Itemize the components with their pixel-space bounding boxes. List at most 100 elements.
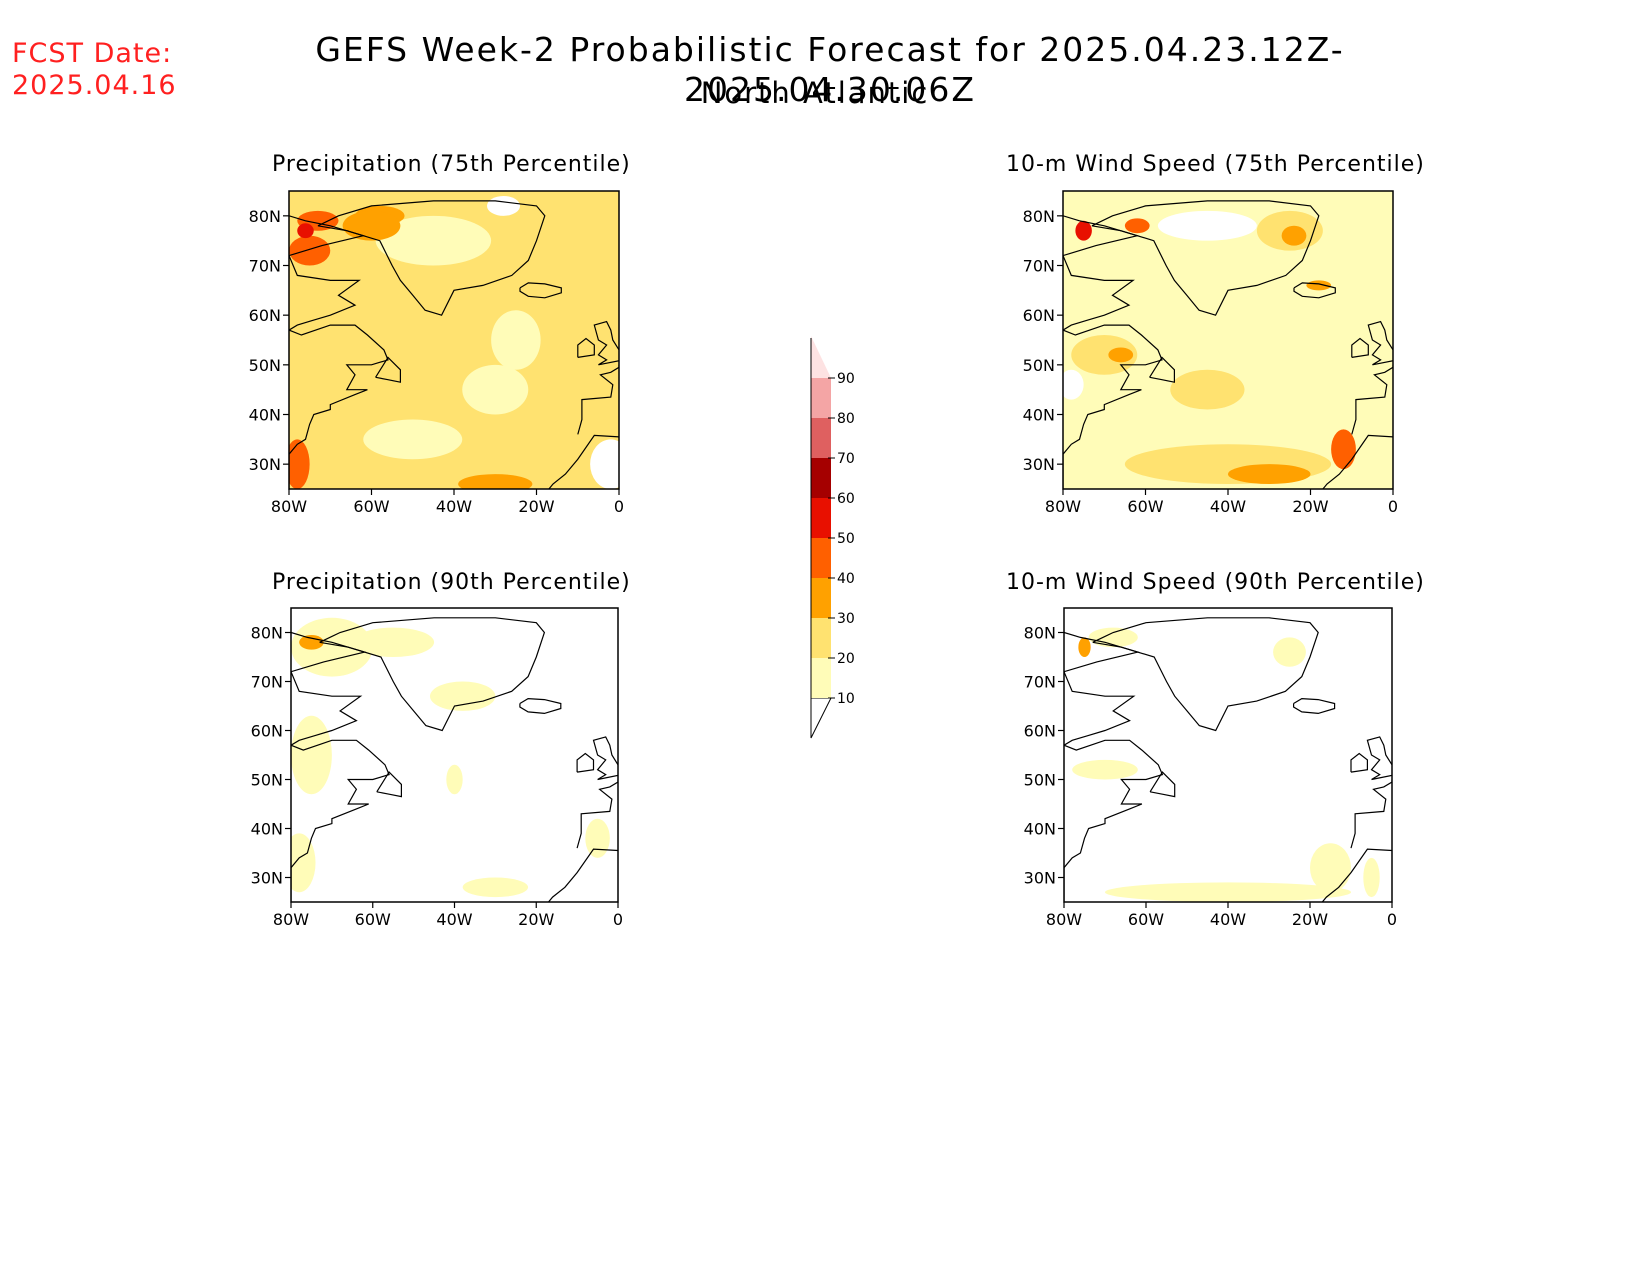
colorbar-segment xyxy=(811,618,831,658)
probability-area xyxy=(1363,857,1380,898)
coastline xyxy=(289,324,389,489)
colorbar-tick-label: 80 xyxy=(837,411,855,427)
coastline xyxy=(1149,771,1176,798)
coastline xyxy=(1351,337,1369,358)
map-title-precip-75: Precipitation (75th Percentile) xyxy=(272,152,631,177)
colorbar-segment xyxy=(811,538,831,578)
lat-tick-label: 80N xyxy=(251,624,283,643)
map-shading xyxy=(289,191,619,489)
fcst-date-label: FCST Date: 2025.04.16 xyxy=(12,38,177,102)
colorbar-segment xyxy=(811,418,831,458)
lat-tick-label: 40N xyxy=(251,820,283,839)
map-shading xyxy=(1063,191,1393,489)
coastline xyxy=(319,617,546,732)
probability-area xyxy=(375,215,492,266)
lat-tick-label: 70N xyxy=(1023,257,1055,276)
lat-tick-label: 60N xyxy=(1024,722,1056,741)
fcst-date-caption: FCST Date: xyxy=(12,38,173,69)
probability-area xyxy=(342,210,401,241)
colorbar-segment xyxy=(811,658,831,698)
lon-tick-label: 40W xyxy=(436,497,472,516)
colorbar: 10 20 30 40 50 60 70 80 90 xyxy=(810,336,855,739)
coastline xyxy=(576,779,618,849)
page-title: GEFS Week-2 Probabilistic Forecast for 2… xyxy=(315,30,1345,109)
colorbar-tick-label: 90 xyxy=(837,371,855,387)
probability-area xyxy=(491,310,541,370)
colorbar-tick-label: 10 xyxy=(837,691,855,707)
probability-area xyxy=(590,439,619,489)
probability-area xyxy=(291,617,373,677)
fcst-date-value: 2025.04.16 xyxy=(12,70,177,101)
colorbar-tick-label: 20 xyxy=(837,651,855,667)
lon-tick-label: 80W xyxy=(273,910,309,929)
probability-area xyxy=(1228,464,1311,485)
map-precip-75: 80W 60W 40W 20W 0 80N 70N 60N 50N 40N 30N xyxy=(249,190,624,516)
lon-tick-label: 80W xyxy=(271,497,307,516)
map-title-wind-90: 10-m Wind Speed (90th Percentile) xyxy=(1006,570,1425,595)
lon-tick-label: 20W xyxy=(1292,910,1328,929)
colorbar-segment xyxy=(811,378,831,418)
coastline xyxy=(291,739,390,902)
lon-tick-label: 0 xyxy=(1387,910,1397,929)
lat-tick-label: 30N xyxy=(251,869,283,888)
coastline xyxy=(375,356,401,383)
colorbar-tick-label: 40 xyxy=(837,571,855,587)
probability-area xyxy=(297,223,314,239)
coastline xyxy=(1350,779,1392,849)
lat-tick-label: 40N xyxy=(1023,406,1055,425)
lon-tick-label: 0 xyxy=(1388,497,1398,516)
map-shading xyxy=(1064,608,1392,902)
lat-tick-label: 70N xyxy=(249,257,281,276)
probability-area xyxy=(1157,210,1257,241)
probability-area xyxy=(1273,637,1306,667)
lat-tick-label: 70N xyxy=(1024,673,1056,692)
probability-area xyxy=(1072,759,1138,780)
lat-tick-label: 40N xyxy=(1024,820,1056,839)
probability-area xyxy=(289,235,331,266)
lon-tick-label: 60W xyxy=(1128,910,1164,929)
coastline xyxy=(1351,364,1393,435)
lon-tick-label: 0 xyxy=(613,910,623,929)
probability-area xyxy=(462,877,529,898)
coastline xyxy=(577,364,619,435)
coastline xyxy=(548,434,619,489)
probability-area xyxy=(1170,369,1245,410)
lat-tick-label: 70N xyxy=(251,673,283,692)
probability-area xyxy=(487,195,520,216)
probability-area xyxy=(363,419,463,460)
coastline xyxy=(548,848,618,902)
lon-tick-label: 40W xyxy=(436,910,472,929)
lat-tick-label: 50N xyxy=(1023,356,1055,375)
lat-tick-label: 50N xyxy=(251,771,283,790)
coastline xyxy=(1321,848,1392,902)
map-wind-90: 80W 60W 40W 20W 0 80N 70N 60N 50N 40N 30N xyxy=(1024,607,1397,929)
coastline xyxy=(592,736,618,781)
lon-tick-label: 20W xyxy=(1292,497,1328,516)
map-title-wind-75: 10-m Wind Speed (75th Percentile) xyxy=(1006,152,1425,177)
coastline xyxy=(1064,631,1141,746)
coastline xyxy=(317,200,546,316)
colorbar-tick-label: 50 xyxy=(837,531,855,547)
probability-area xyxy=(1124,218,1150,234)
coastline xyxy=(1366,736,1392,781)
lon-tick-label: 0 xyxy=(614,497,624,516)
colorbar-segment xyxy=(811,578,831,618)
lon-tick-label: 60W xyxy=(1127,497,1163,516)
coastline xyxy=(289,215,366,331)
probability-area xyxy=(291,833,316,893)
probability-area xyxy=(1063,369,1084,400)
lon-tick-label: 80W xyxy=(1045,497,1081,516)
probability-area xyxy=(446,764,463,795)
lon-tick-label: 40W xyxy=(1210,910,1246,929)
lat-tick-label: 30N xyxy=(249,455,281,474)
probability-area xyxy=(291,715,332,795)
coastline xyxy=(519,282,562,299)
colorbar-tick-label: 70 xyxy=(837,451,855,467)
probability-area xyxy=(1075,220,1092,241)
coastline xyxy=(376,771,402,798)
probability-area xyxy=(1331,429,1356,470)
lon-tick-label: 40W xyxy=(1210,497,1246,516)
lat-tick-label: 50N xyxy=(249,356,281,375)
probability-area xyxy=(1306,280,1332,291)
